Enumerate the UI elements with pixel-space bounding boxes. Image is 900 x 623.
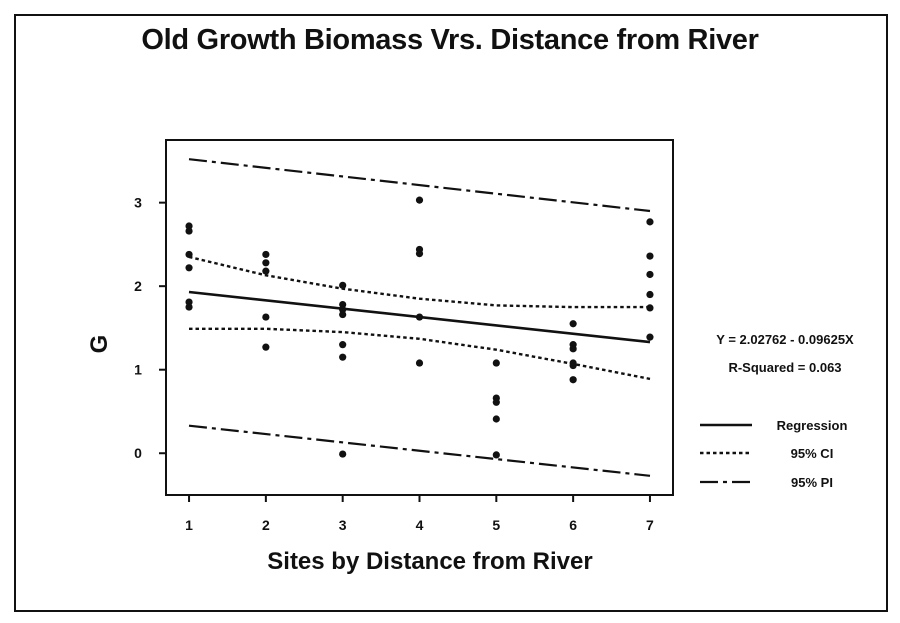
regression-equation: Y = 2.02762 - 0.09625X: [716, 332, 854, 347]
data-point: [646, 270, 654, 279]
data-point: [415, 313, 424, 321]
data-point: [492, 451, 500, 459]
data-point: [646, 333, 654, 341]
95-pi-upper-line: [188, 158, 651, 213]
data-point: [262, 259, 270, 267]
data-point: [185, 250, 193, 259]
data-points: [185, 196, 654, 459]
legend-label-regression: Regression: [777, 418, 848, 433]
legend: Regression 95% CI 95% PI: [700, 418, 847, 490]
95-pi-lower-line: [188, 424, 651, 477]
x-tick-label: 6: [569, 517, 577, 533]
x-tick-label: 1: [185, 517, 193, 533]
y-tick-label: 3: [134, 195, 142, 211]
data-point: [262, 343, 270, 351]
data-point: [492, 398, 500, 406]
data-point: [339, 305, 347, 314]
data-point: [339, 450, 347, 458]
data-point: [262, 267, 270, 275]
r-squared-label: R-Squared = 0.063: [728, 360, 842, 375]
data-point: [569, 345, 577, 353]
chart-frame: [14, 14, 888, 612]
data-point: [569, 320, 577, 328]
data-point: [339, 310, 347, 319]
data-point: [492, 359, 500, 367]
95-ci-lower-line: [189, 327, 651, 381]
data-point: [569, 376, 577, 384]
data-point: [646, 218, 654, 226]
y-tick-label: 1: [134, 362, 142, 378]
data-point: [339, 341, 347, 349]
data-point: [646, 290, 654, 299]
data-point: [569, 361, 577, 370]
y-tick-label: 2: [134, 278, 142, 294]
y-axis-ticks: 0 1 2 3: [134, 195, 166, 461]
data-point: [339, 353, 347, 361]
x-tick-label: 7: [646, 517, 654, 533]
data-point: [339, 281, 347, 289]
data-point: [415, 359, 424, 367]
data-point: [262, 313, 270, 321]
data-point: [185, 298, 193, 306]
x-tick-label: 3: [339, 517, 347, 533]
95-ci-upper-line: [188, 255, 650, 309]
x-tick-label: 2: [262, 517, 270, 533]
data-point: [262, 250, 270, 259]
data-point: [185, 222, 193, 230]
data-point: [339, 300, 347, 309]
chart-title: Old Growth Biomass Vrs. Distance from Ri…: [141, 24, 759, 56]
x-tick-label: 5: [492, 517, 500, 533]
legend-label-95-ci: 95% CI: [791, 446, 834, 461]
x-axis-label: Sites by Distance from River: [267, 548, 593, 575]
data-point: [185, 227, 193, 235]
data-point: [185, 264, 193, 272]
y-tick-label: 0: [134, 445, 142, 461]
data-point: [185, 303, 193, 311]
data-point: [646, 304, 654, 312]
data-point: [646, 252, 654, 260]
x-axis-ticks: 1 2 3 4 5 6 7: [185, 495, 654, 533]
x-tick-label: 4: [416, 517, 424, 533]
legend-label-95-pi: 95% PI: [791, 475, 833, 490]
data-point: [415, 196, 424, 204]
data-point: [415, 250, 424, 258]
data-point: [492, 415, 500, 423]
